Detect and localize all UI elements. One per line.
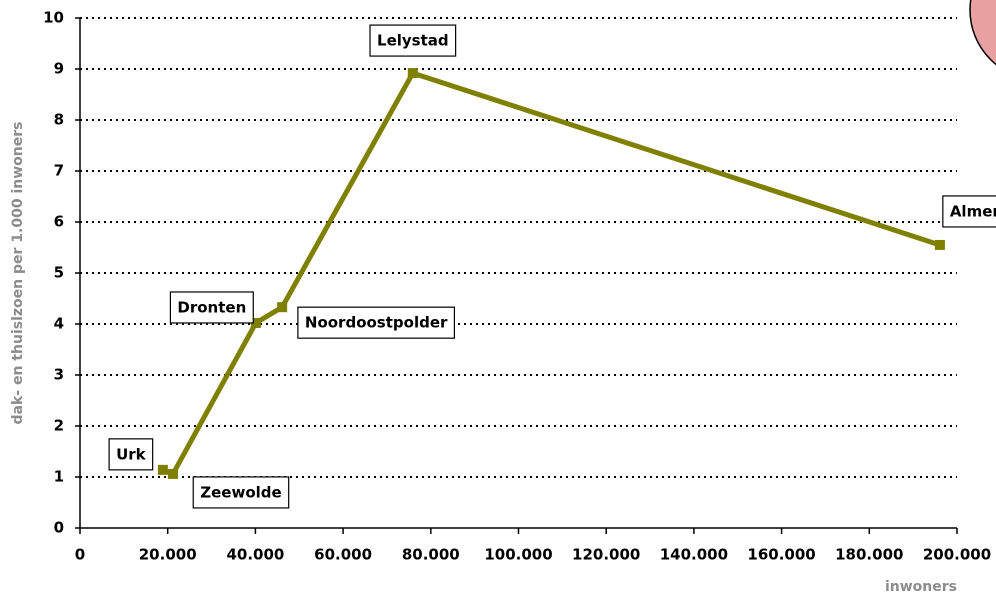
point-label: Urk <box>116 445 147 463</box>
point-label: Noordoostpolder <box>305 314 448 332</box>
x-tick-label: 200.000 <box>923 546 991 564</box>
x-tick-label: 120.000 <box>572 546 640 564</box>
x-tick-label: 160.000 <box>747 546 815 564</box>
y-tick-label: 9 <box>54 60 64 78</box>
point-label: Dronten <box>177 298 246 316</box>
x-tick-label: 100.000 <box>484 546 552 564</box>
point-label: Zeewolde <box>200 483 281 501</box>
label-box <box>169 291 254 324</box>
marker <box>407 68 418 79</box>
y-tick-label: 10 <box>43 9 64 27</box>
y-tick-label: 2 <box>54 417 64 435</box>
y-tick-label: 6 <box>54 213 64 231</box>
x-tick-label: 40.000 <box>226 546 284 564</box>
marker <box>250 317 261 328</box>
y-tick-label: 1 <box>54 468 64 486</box>
marker <box>934 239 945 250</box>
y-tick-label: 7 <box>54 162 64 180</box>
point-label: Lelystad <box>377 32 449 50</box>
marker <box>157 464 168 475</box>
decoration-circle <box>969 0 996 66</box>
x-tick-label: 180.000 <box>835 546 903 564</box>
x-axis-title: inwoners <box>885 579 957 595</box>
y-tick-label: 4 <box>54 315 64 333</box>
y-tick-label: 5 <box>54 264 64 282</box>
marker <box>277 302 288 313</box>
label-box <box>369 24 457 57</box>
label-box <box>297 306 455 339</box>
label-box <box>942 195 996 228</box>
label-box <box>192 476 290 509</box>
marker <box>167 468 178 479</box>
x-tick-label: 20.000 <box>139 546 197 564</box>
y-axis-title: dak- en thuislzoen per 1.000 inwoners <box>10 122 26 425</box>
x-tick-label: 0 <box>75 546 85 564</box>
x-tick-label: 140.000 <box>660 546 728 564</box>
point-label: Almere <box>950 202 996 220</box>
y-tick-label: 3 <box>54 366 64 384</box>
label-box <box>108 438 154 471</box>
x-tick-label: 80.000 <box>402 546 460 564</box>
y-tick-label: 0 <box>54 519 64 537</box>
x-tick-label: 60.000 <box>314 546 372 564</box>
y-tick-label: 8 <box>54 111 64 129</box>
